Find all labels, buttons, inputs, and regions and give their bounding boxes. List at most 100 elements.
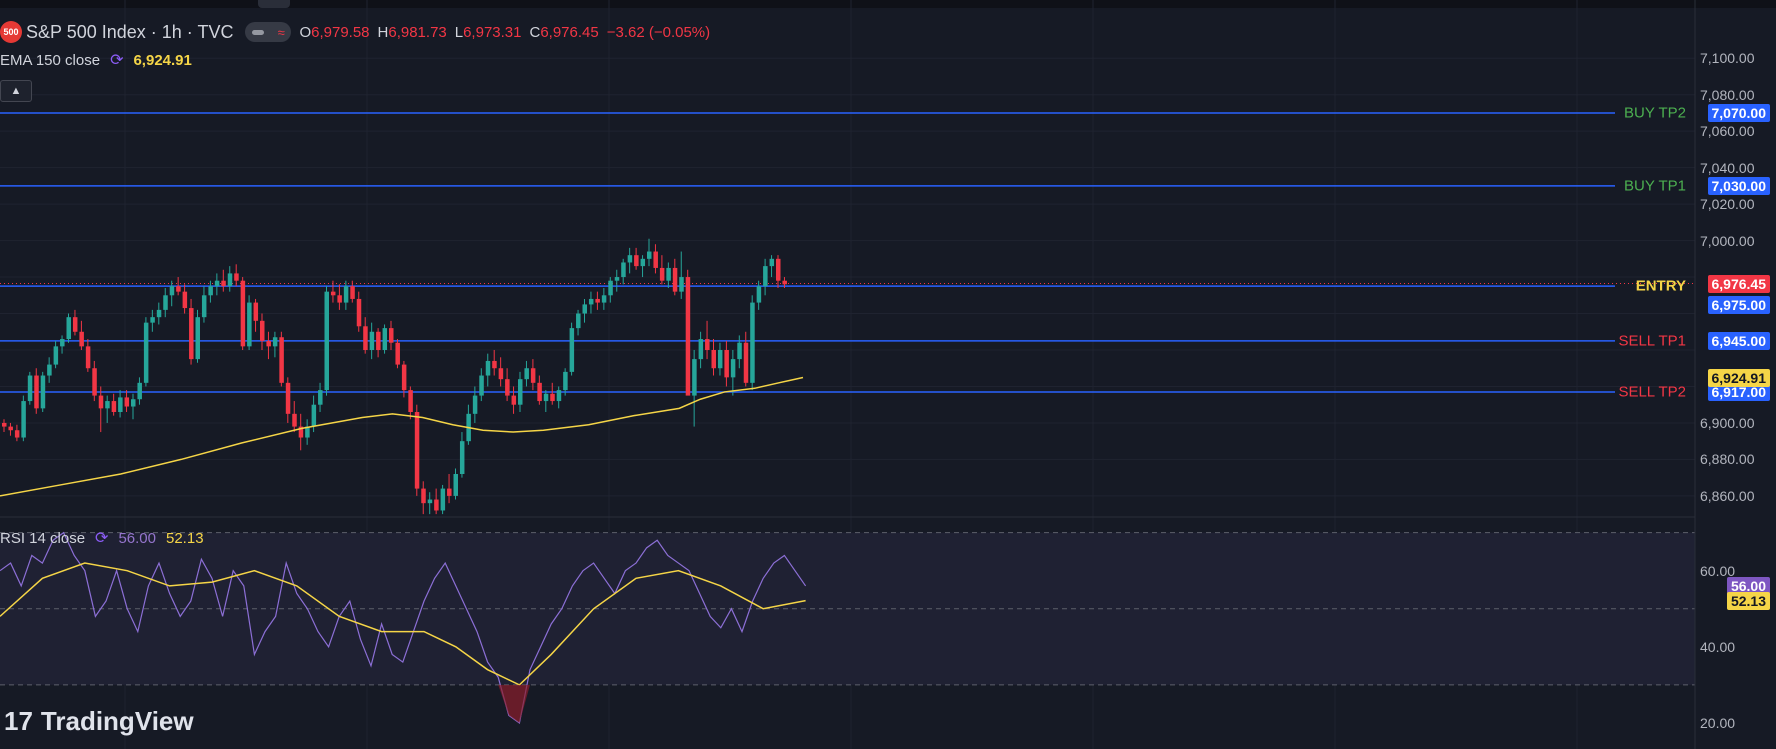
rsi-ma-legend-value: 52.13: [166, 529, 204, 547]
candle-body: [156, 309, 162, 318]
candle-body: [582, 304, 587, 314]
price-tick-label: 6,900.00: [1700, 414, 1755, 431]
price-change: −3.62 (−0.05%): [606, 23, 711, 41]
level-label-buy-tp2: BUY TP2: [1624, 104, 1686, 122]
candle-body: [756, 286, 762, 303]
candle-body: [724, 350, 729, 378]
candle-body: [195, 317, 200, 360]
candle-body: [472, 395, 478, 414]
candle-body: [363, 326, 368, 350]
toolbar-tab[interactable]: [258, 0, 290, 8]
candle-body: [79, 331, 84, 347]
candle-body: [369, 331, 375, 350]
level-label-entry: ENTRY: [1635, 277, 1686, 295]
candle-body: [182, 291, 188, 309]
candle-body: [666, 267, 671, 281]
candle-body: [240, 280, 246, 347]
candle-body: [505, 379, 510, 396]
chevron-up-icon[interactable]: ▲: [0, 80, 32, 102]
candle-body: [311, 404, 317, 427]
price-tick-label: 7,100.00: [1700, 50, 1755, 67]
candle-body: [85, 346, 91, 369]
candle-body: [608, 280, 613, 296]
candle-body: [485, 360, 491, 376]
candle-body: [711, 350, 716, 369]
candle-body: [34, 375, 39, 409]
level-price-tag: 6,945.00: [1707, 331, 1770, 350]
candle-body: [543, 393, 549, 402]
candle-body: [550, 393, 555, 402]
candle-body: [685, 277, 691, 396]
rsi-tick-label: 40.00: [1700, 638, 1736, 655]
ema-legend[interactable]: EMA 150 close ⟳ 6,924.91: [0, 50, 192, 70]
candle-body: [737, 342, 742, 360]
candle-body: [72, 317, 78, 332]
level-price-tag: 6,975.00: [1707, 296, 1770, 315]
candle-body: [421, 488, 426, 504]
rsi-legend-value: 56.00: [118, 529, 156, 547]
candle-body: [40, 375, 46, 409]
candle-body: [614, 277, 620, 281]
price-tick-label: 6,880.00: [1700, 451, 1755, 468]
candle-body: [498, 368, 504, 380]
candle-body: [330, 291, 336, 296]
price-tick-label: 7,000.00: [1700, 232, 1755, 249]
candle-body: [305, 426, 310, 438]
candle-body: [53, 346, 59, 365]
rsi-value-tag: 56.00: [1726, 576, 1770, 595]
candle-body: [595, 298, 600, 303]
loading-spinner-icon: ⟳: [110, 52, 124, 69]
candle-body: [2, 422, 7, 427]
candle-body: [730, 359, 736, 378]
candle-body: [27, 375, 33, 402]
level-price-tag: 7,070.00: [1707, 103, 1770, 122]
ohlc-low: L6,973.31: [454, 23, 522, 41]
ema-legend-value: 6,924.91: [133, 51, 192, 69]
wave-icon: ≈: [277, 24, 285, 40]
candle-body: [453, 474, 458, 496]
candle-body: [569, 328, 575, 372]
candle-body: [414, 412, 420, 489]
candle-body: [382, 328, 388, 350]
candle-body: [292, 413, 297, 427]
rsi-legend-label: RSI 14 close: [0, 529, 86, 547]
candle-body: [434, 499, 439, 511]
candle-body: [208, 286, 213, 296]
candle-body: [247, 302, 252, 347]
price-tick-label: 7,020.00: [1700, 196, 1755, 213]
candle-body: [705, 339, 710, 350]
candle-body: [253, 302, 259, 321]
candle-body: [698, 339, 704, 360]
candle-body: [634, 255, 639, 267]
candle-body: [627, 255, 633, 263]
candle-body: [234, 273, 239, 281]
ema-legend-label: EMA 150 close: [0, 51, 101, 69]
visibility-toggle[interactable]: ≈: [245, 22, 292, 42]
candle-body: [8, 426, 13, 431]
tradingview-logo[interactable]: 17 TradingView: [4, 706, 194, 737]
candle-body: [743, 342, 749, 383]
candle-body: [111, 401, 117, 412]
candle-body: [260, 320, 265, 341]
candle-body: [324, 291, 329, 391]
level-price-tag: 6,917.00: [1707, 382, 1770, 401]
candle-body: [105, 401, 110, 409]
candle-body: [537, 382, 542, 402]
candle-body: [98, 395, 104, 409]
rsi-legend[interactable]: RSI 14 close ⟳ 56.00 52.13: [0, 528, 204, 548]
candle-body: [447, 488, 452, 496]
candle-body: [530, 368, 536, 383]
candle-body: [672, 267, 678, 292]
candle-body: [576, 313, 581, 329]
candle-body: [176, 286, 181, 292]
candle-body: [221, 280, 226, 287]
price-tick-label: 7,040.00: [1700, 159, 1755, 176]
candle-body: [131, 399, 136, 407]
ema-line: [0, 376, 804, 497]
candle-body: [601, 295, 607, 303]
candle-body: [376, 331, 381, 350]
top-toolbar-strip: [0, 0, 1776, 8]
ohlc-close: C6,976.45: [529, 23, 599, 41]
symbol-title[interactable]: S&P 500 Index · 1h · TVC: [26, 21, 234, 42]
